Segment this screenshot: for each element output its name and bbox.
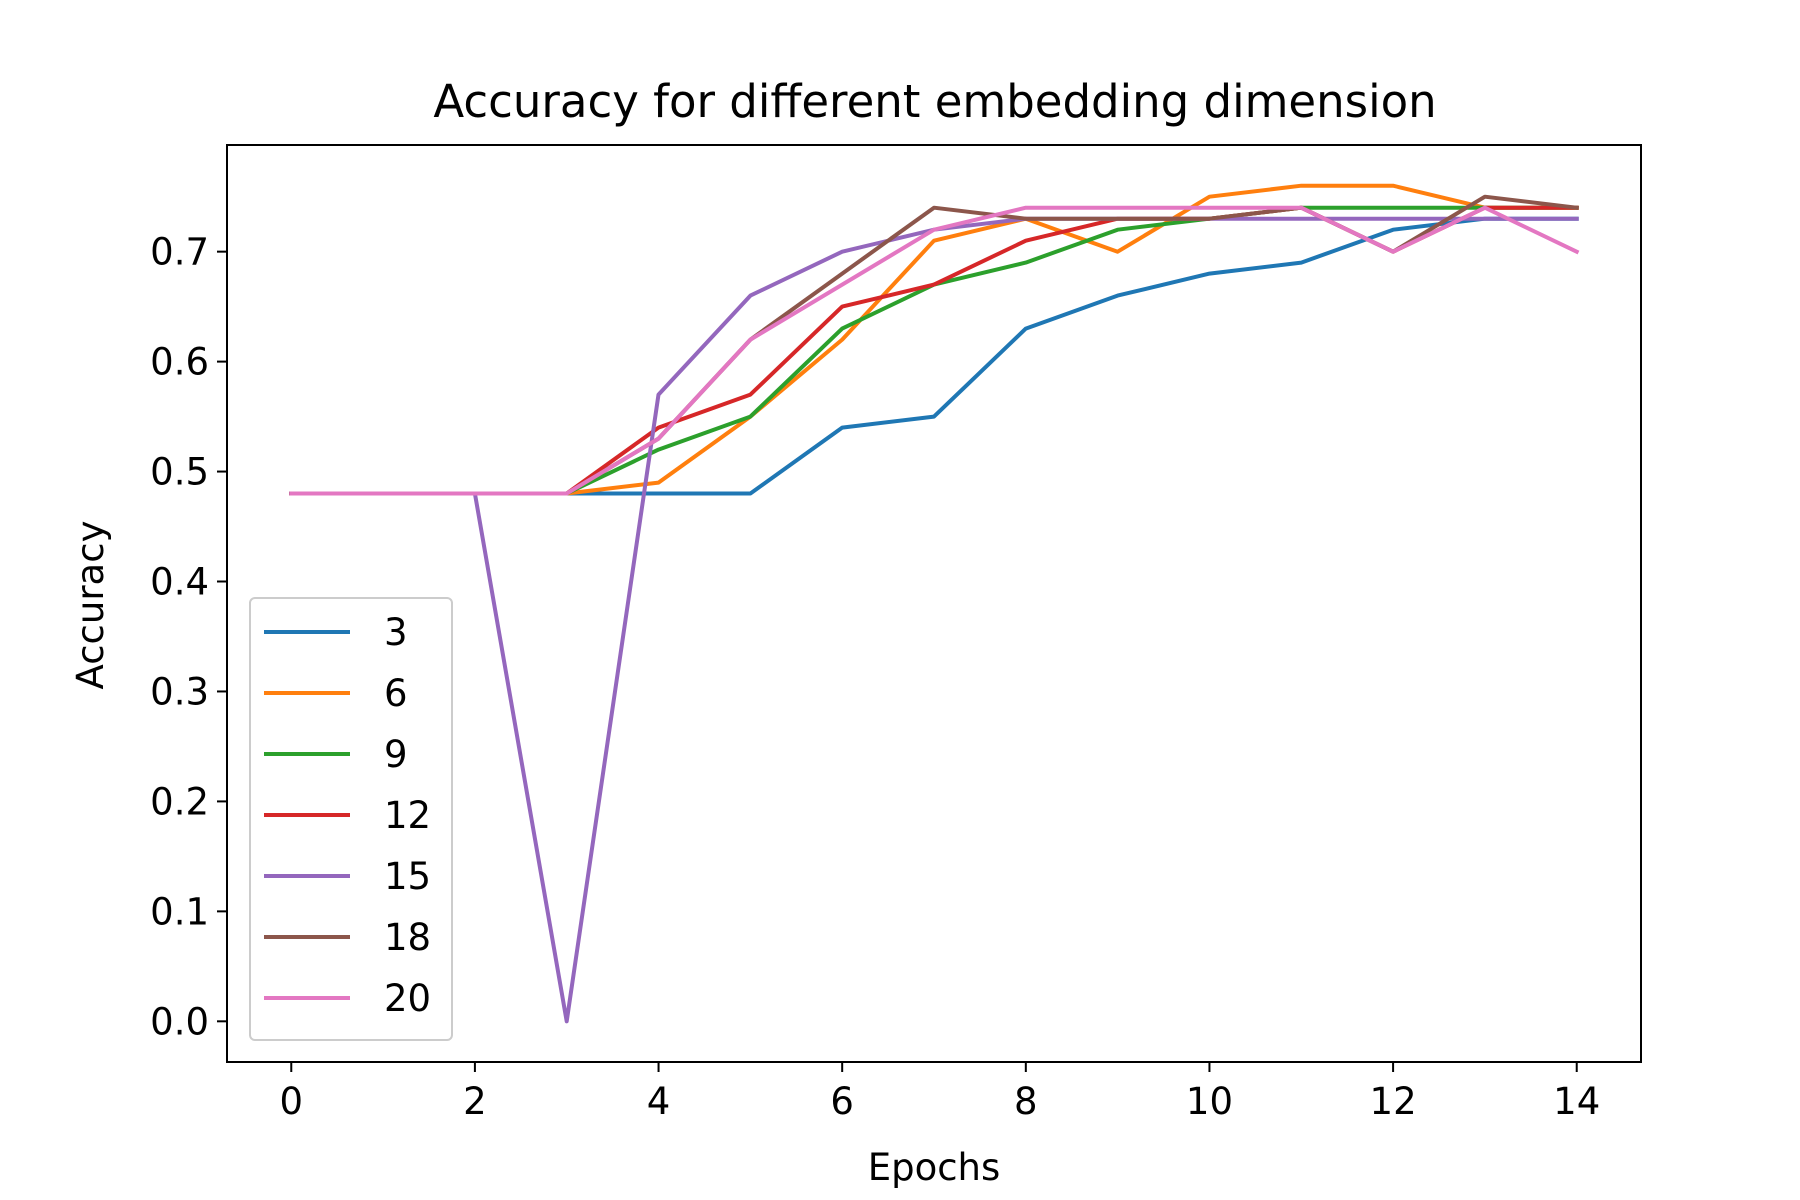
legend-label-20: 20: [384, 977, 431, 1020]
series-line-12: [289, 205, 1579, 496]
legend-label-9: 9: [384, 733, 408, 776]
series-line-15: [289, 216, 1579, 1024]
plot-frame: [226, 144, 1642, 1063]
y-axis-label: Accuracy: [69, 521, 112, 690]
x-tick-label: 2: [463, 1080, 487, 1123]
series-layer: [289, 183, 1580, 1024]
y-tick-label: 0.4: [150, 561, 209, 604]
x-axis-label: Epochs: [868, 1146, 1001, 1189]
chart-title: Accuracy for different embedding dimensi…: [433, 75, 1436, 128]
y-tick-label: 0.6: [150, 341, 209, 384]
y-tick-label: 0.0: [150, 1000, 209, 1043]
legend-label-6: 6: [384, 672, 408, 715]
y-tick-label: 0.5: [150, 451, 209, 494]
y-tick-label: 0.7: [150, 231, 209, 274]
x-tick-label: 14: [1553, 1080, 1600, 1123]
legend-label-12: 12: [384, 794, 431, 837]
x-tick-label: 8: [1014, 1080, 1038, 1123]
x-tick-label: 10: [1186, 1080, 1233, 1123]
legend-label-15: 15: [384, 855, 431, 898]
x-tick-label: 12: [1370, 1080, 1417, 1123]
y-tick-label: 0.1: [150, 890, 209, 933]
x-tick-label: 4: [647, 1080, 671, 1123]
y-tick-label: 0.2: [150, 780, 209, 823]
legend: 3 6 9 12 15 18 20: [249, 597, 453, 1041]
series-line-3: [289, 216, 1579, 496]
x-tick-label: 6: [830, 1080, 854, 1123]
legend-frame: [249, 597, 453, 1041]
legend-label-3: 3: [384, 611, 408, 654]
series-line-20: [289, 205, 1580, 496]
y-tick-label: 0.3: [150, 670, 209, 713]
y-axis: 0.0 0.1 0.2 0.3 0.4 0.5 0.6 0.7: [150, 231, 227, 1043]
x-tick-label: 0: [279, 1080, 303, 1123]
x-axis: 0 2 4 6 8 10 12 14: [279, 1062, 1600, 1123]
series-line-9: [289, 205, 1579, 496]
legend-label-18: 18: [384, 916, 431, 959]
